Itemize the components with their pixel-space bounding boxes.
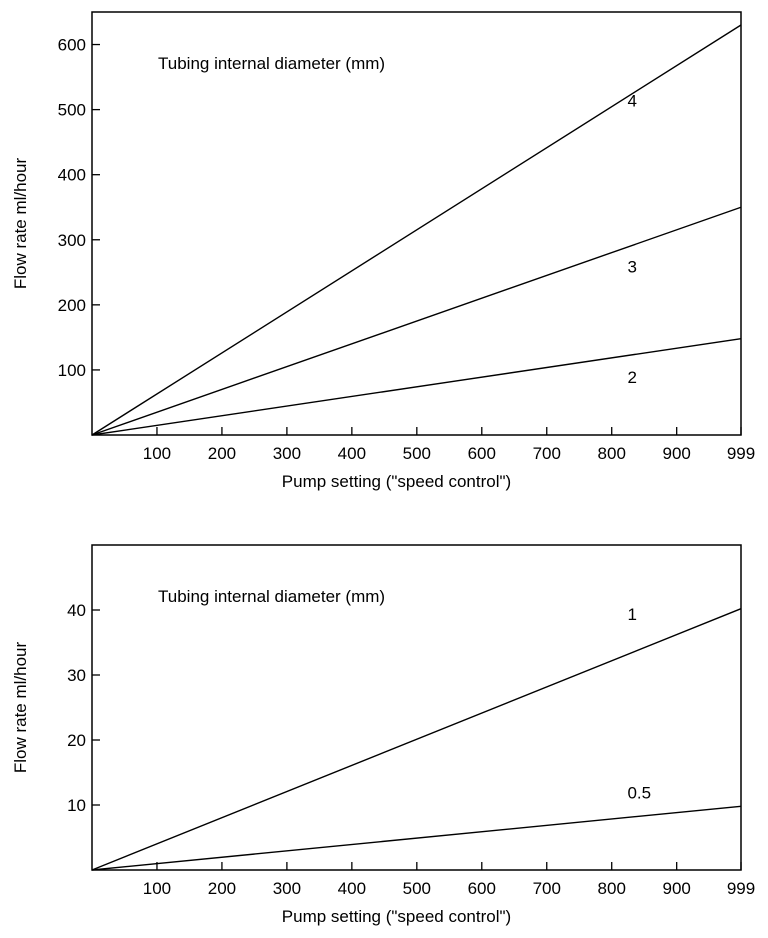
x-tick-label: 500 [403, 879, 431, 898]
chart-2: 100 200 300 400 500 600 700 800 900 999 10 20 30 40 Pu… [11, 544, 755, 926]
series-label: 3 [627, 257, 636, 276]
y-tick-label: 20 [67, 731, 86, 750]
x-tick-label: 900 [662, 879, 690, 898]
y-tick-label: 10 [67, 796, 86, 815]
y-tick-label: 600 [58, 36, 86, 55]
x-tick-label: 999 [727, 444, 755, 463]
series-label: 0.5 [627, 784, 651, 803]
x-tick-label: 100 [143, 879, 171, 898]
x-tick-label: 400 [338, 879, 366, 898]
series-line-4 [91, 24, 742, 436]
series-label: 2 [627, 368, 636, 387]
x-axis-label: Pump setting ("speed control") [282, 472, 511, 491]
y-tick-label: 30 [67, 666, 86, 685]
y-axis-label: Flow rate ml/hour [11, 158, 30, 290]
x-tick-label: 700 [533, 879, 561, 898]
series-line-0.5 [91, 805, 742, 871]
chart-1: 100 200 300 400 500 600 700 800 900 999 100 200 300 4… [11, 11, 755, 491]
x-tick-label: 900 [662, 444, 690, 463]
y-tick-label: 100 [58, 361, 86, 380]
series-line-2 [91, 337, 742, 436]
x-tick-label: 400 [338, 444, 366, 463]
annotation-text: Tubing internal diameter (mm) [158, 587, 385, 606]
x-tick-label: 300 [273, 879, 301, 898]
series-label: 1 [627, 605, 636, 624]
x-tick-label: 300 [273, 444, 301, 463]
x-tick-label: 600 [468, 879, 496, 898]
annotation-text: Tubing internal diameter (mm) [158, 54, 385, 73]
plot-frame [91, 11, 742, 436]
y-tick-label: 400 [58, 166, 86, 185]
y-tick-label: 300 [58, 231, 86, 250]
series-line-3 [91, 206, 742, 436]
x-axis-label: Pump setting ("speed control") [282, 907, 511, 926]
x-tick-label: 800 [598, 444, 626, 463]
x-tick-label: 999 [727, 879, 755, 898]
series-label: 4 [627, 91, 636, 110]
series-line-1 [91, 608, 742, 871]
x-tick-label: 700 [533, 444, 561, 463]
y-tick-label: 200 [58, 296, 86, 315]
x-tick-label: 500 [403, 444, 431, 463]
x-tick-label: 600 [468, 444, 496, 463]
y-tick-label: 500 [58, 101, 86, 120]
x-tick-label: 100 [143, 444, 171, 463]
x-tick-label: 800 [598, 879, 626, 898]
y-axis-label: Flow rate ml/hour [11, 642, 30, 774]
x-tick-label: 200 [208, 444, 236, 463]
y-tick-label: 40 [67, 601, 86, 620]
x-tick-label: 200 [208, 879, 236, 898]
